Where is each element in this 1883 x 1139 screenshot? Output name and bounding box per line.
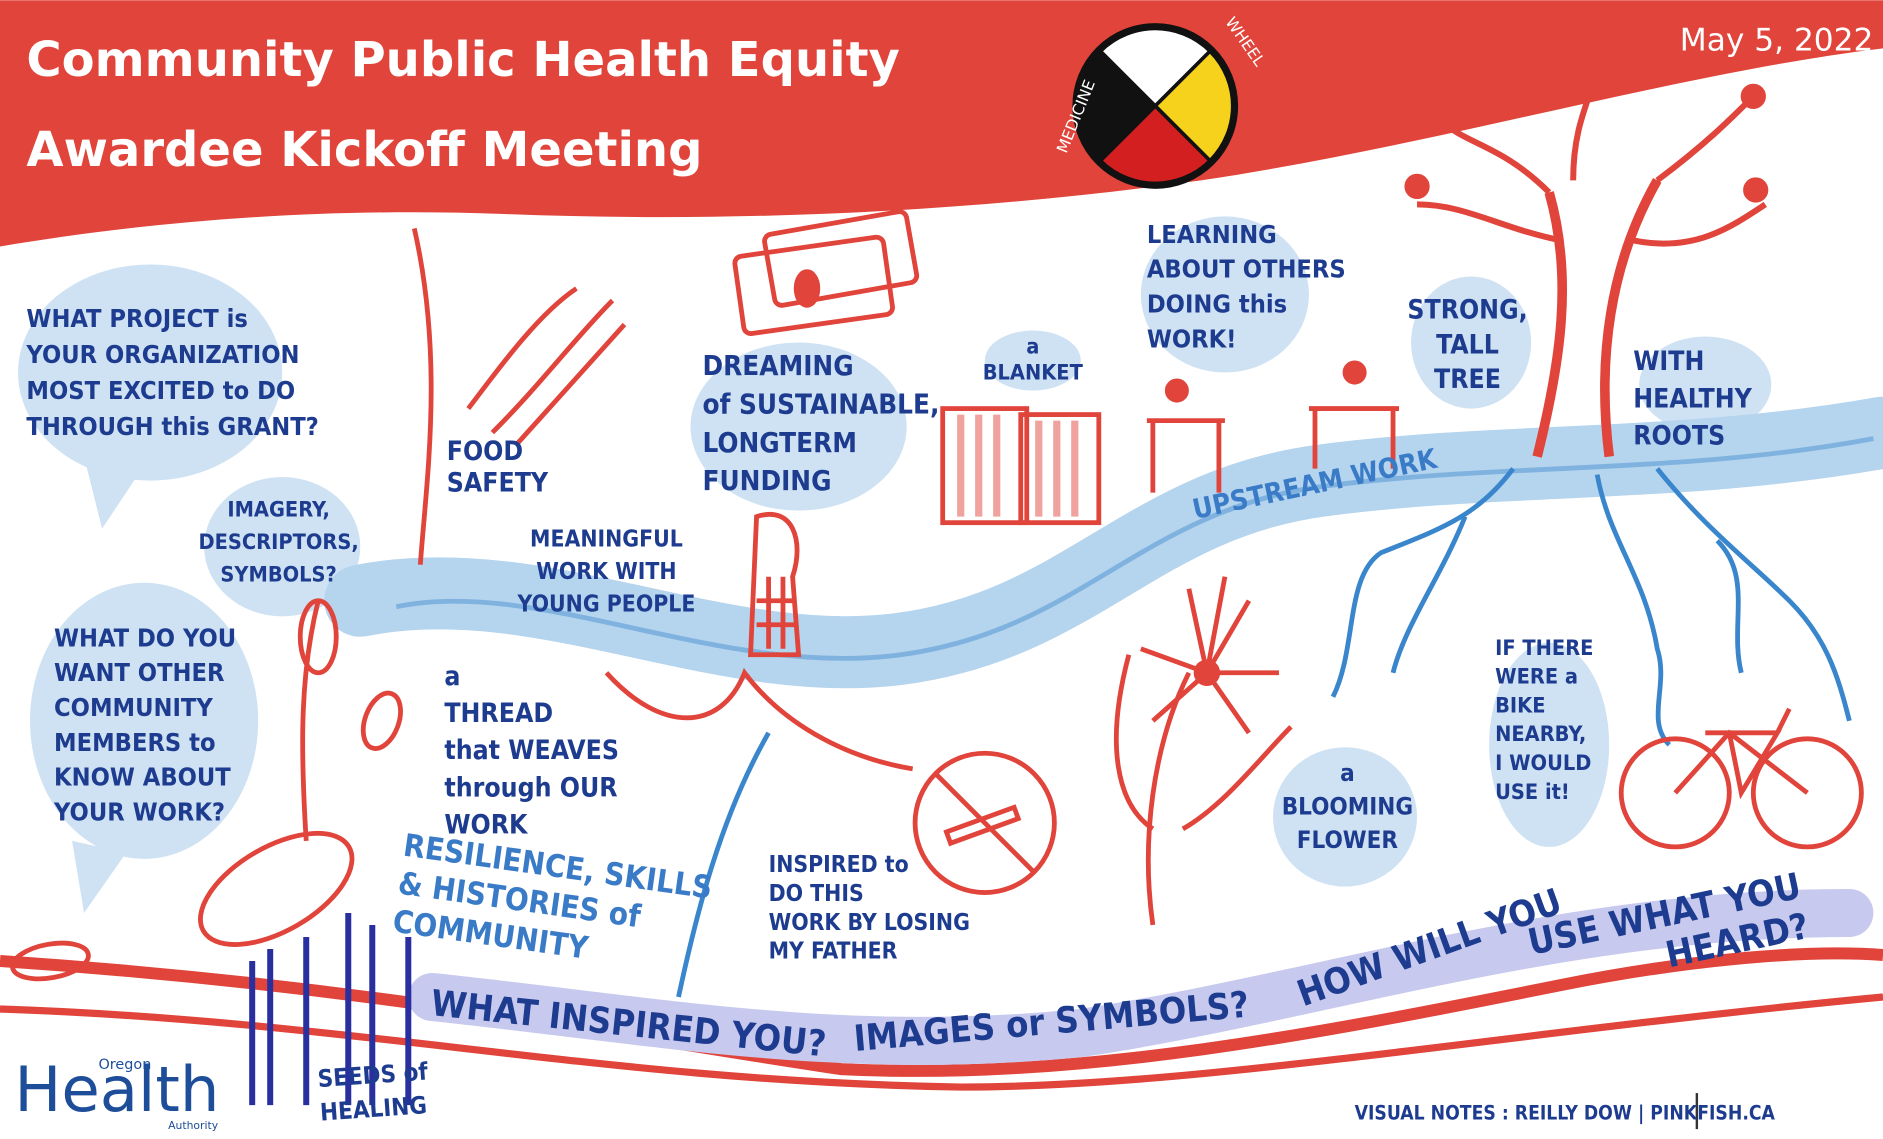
note: RESILIENCE, SKILLS& HISTORIES ofCOMMUNIT…: [390, 828, 714, 983]
note-line: MEANINGFUL: [530, 527, 683, 553]
note-line: YOUR WORK?: [53, 797, 225, 826]
note-line: WHAT PROJECT is: [26, 304, 247, 333]
note-line: YOUNG PEOPLE: [517, 592, 696, 618]
note-line: WORK BY LOSING: [769, 910, 970, 936]
note-line: FLOWER: [1297, 826, 1399, 854]
medicine-wheel: [1075, 26, 1235, 186]
note-line: YOUR ORGANIZATION: [25, 340, 299, 369]
note-line: MEMBERS to: [54, 728, 216, 757]
logo-main: Health: [14, 1053, 219, 1126]
visual-notes: Community Public Health Equity Awardee K…: [0, 0, 1883, 1139]
note-line: that WEAVES: [444, 735, 619, 766]
note-line: LONGTERM: [703, 426, 857, 459]
note-line: WORK WITH: [536, 559, 676, 585]
note-line: FOOD: [447, 436, 523, 467]
note-line: TREE: [1434, 364, 1501, 395]
note-line: THREAD: [444, 698, 553, 729]
note-line: MY FATHER: [769, 939, 898, 965]
note-line: ABOUT OTHERS: [1147, 255, 1346, 284]
note-line: BIKE: [1495, 693, 1545, 718]
date: May 5, 2022: [1680, 23, 1874, 59]
note-line: USE it!: [1495, 780, 1570, 805]
note-line: SAFETY: [447, 467, 549, 498]
note-line: COMMUNITY: [54, 693, 213, 722]
note-line: DO THIS: [769, 881, 864, 907]
note-line: through OUR: [444, 772, 617, 803]
credit: VISUAL NOTES : REILLY DOW | PINKFISH.CA: [1355, 1102, 1776, 1125]
note-line: DESCRIPTORS,: [198, 530, 358, 555]
note-line: IMAGERY,: [227, 498, 330, 523]
note-line: ROOTS: [1633, 421, 1725, 452]
note-line: WHAT DO YOU: [54, 623, 236, 652]
note-line: SEEDS of: [317, 1057, 430, 1093]
note-line: of SUSTAINABLE,: [703, 387, 940, 420]
note-line: FUNDING: [703, 464, 832, 497]
note-line: DOING this: [1147, 290, 1287, 319]
note-line: a: [1026, 334, 1039, 359]
note: INSPIRED to DO THIS WORK BY LOSING MY FATHE…: [769, 852, 970, 964]
note-line: TALL: [1436, 329, 1499, 360]
note-line: WANT OTHER: [54, 658, 224, 687]
note: MEANINGFUL WORK WITH YOUNG PEOPLE: [517, 527, 696, 618]
note-line: DREAMING: [703, 349, 854, 382]
note-line: a: [444, 661, 460, 692]
note-line: IF THERE: [1495, 636, 1593, 661]
note-line: NEARBY,: [1495, 722, 1586, 747]
note-line: HEALTHY: [1633, 383, 1752, 414]
note-line: HEALING: [319, 1091, 428, 1126]
note-line: WERE a: [1495, 665, 1578, 690]
note-line: SYMBOLS?: [220, 563, 336, 588]
logo-bottom: Authority: [168, 1119, 219, 1132]
page: {"header":{"title":["Community Public He…: [0, 0, 1883, 1139]
note-line: WITH: [1633, 346, 1704, 377]
note-line: INSPIRED to: [769, 852, 909, 878]
note-line: STRONG,: [1407, 295, 1527, 326]
note-line: THROUGH this GRANT?: [26, 412, 318, 441]
note-line: BLANKET: [983, 361, 1084, 386]
note-line: LEARNING: [1147, 220, 1277, 249]
note-line: KNOW ABOUT: [54, 763, 231, 792]
note-line: WORK!: [1147, 324, 1237, 353]
title-line: Awardee Kickoff Meeting: [26, 122, 702, 178]
note-line: I WOULD: [1495, 751, 1591, 776]
note-line: a: [1340, 759, 1355, 787]
note-line: BLOOMING: [1282, 792, 1413, 820]
title-line: Community Public Health Equity: [26, 32, 899, 88]
note-line: MOST EXCITED to DO: [26, 376, 295, 405]
